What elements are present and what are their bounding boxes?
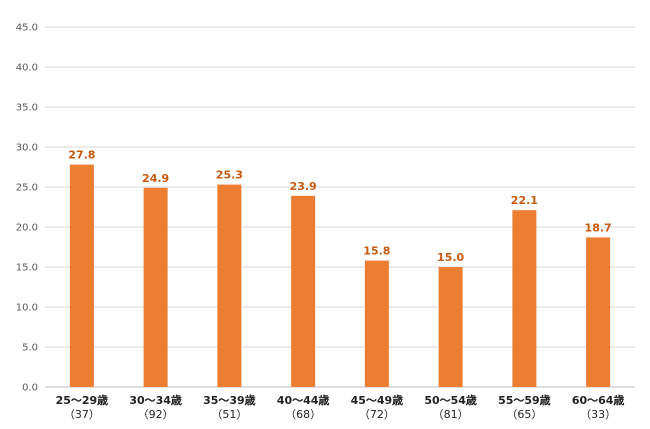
bar: [586, 237, 611, 387]
bar: [143, 187, 168, 387]
x-category-label: 50～54歳: [424, 393, 477, 407]
y-tick-label: 15.0: [16, 263, 38, 274]
gridlines: [45, 26, 635, 388]
bars: [69, 164, 611, 387]
data-label: 18.7: [585, 221, 612, 234]
x-category-label: 30～34歳: [129, 393, 182, 407]
x-category-label: 60～64歳: [572, 393, 625, 407]
y-tick-label: 45.0: [16, 23, 38, 34]
x-category-label: 55～59歳: [498, 393, 551, 407]
x-sample-size-label: （92）: [138, 408, 174, 421]
bar: [438, 267, 463, 387]
data-labels: 27.8 24.9 25.3 23.9 15.8 15.0 22.1 18.7: [68, 149, 611, 264]
y-tick-label: 25.0: [16, 183, 38, 194]
bar: [291, 195, 316, 387]
x-sample-size-label: （37）: [64, 408, 100, 421]
y-tick-label: 40.0: [16, 63, 38, 74]
bar: [512, 210, 537, 387]
y-tick-label: 10.0: [16, 303, 38, 314]
x-sample-size-label: （51）: [211, 408, 247, 421]
x-category-label: 40～44歳: [277, 393, 330, 407]
x-category-label: 25～29歳: [56, 393, 109, 407]
x-axis-category-labels: 25～29歳（37） 30～34歳（92） 35～39歳（51） 40～44歳（68）…: [56, 393, 625, 421]
y-axis-tick-labels: 0.0 5.0 10.0 15.0 20.0 25.0 30.0 35.0 40.0 45.0: [16, 23, 38, 394]
y-tick-label: 30.0: [16, 143, 38, 154]
x-sample-size-label: （81）: [433, 408, 469, 421]
y-tick-label: 5.0: [22, 343, 38, 354]
data-label: 15.8: [363, 245, 390, 258]
x-sample-size-label: （33）: [580, 408, 616, 421]
bar: [364, 260, 389, 387]
x-category-label: 35～39歳: [203, 393, 256, 407]
x-sample-size-label: （68）: [285, 408, 321, 421]
data-label: 25.3: [216, 169, 243, 182]
data-label: 24.9: [142, 172, 169, 185]
y-tick-label: 0.0: [22, 383, 38, 394]
bar: [69, 164, 94, 387]
data-label: 23.9: [290, 180, 317, 193]
data-label: 15.0: [437, 251, 464, 264]
y-tick-label: 35.0: [16, 103, 38, 114]
x-sample-size-label: （65）: [506, 408, 542, 421]
data-label: 27.8: [68, 149, 95, 162]
x-sample-size-label: （72）: [359, 408, 395, 421]
y-tick-label: 20.0: [16, 223, 38, 234]
x-category-label: 45～49歳: [351, 393, 404, 407]
data-label: 22.1: [511, 194, 538, 207]
bar: [217, 184, 242, 387]
